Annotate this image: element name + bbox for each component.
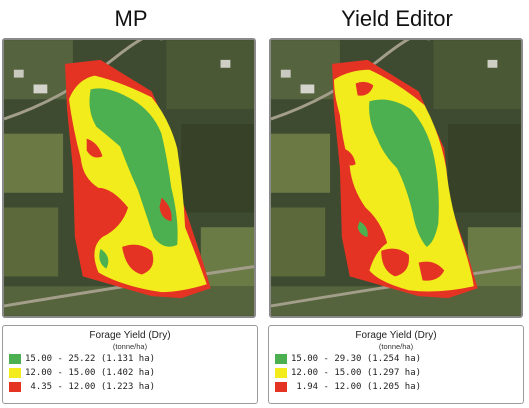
map-canvas-mp	[4, 40, 254, 316]
aerial-field	[4, 286, 254, 316]
legend-swatch-low	[275, 382, 287, 392]
legend-yield-editor: Forage Yield (Dry) (tonne/ha) 15.00 - 29…	[268, 325, 524, 404]
legend-label: 12.00 - 15.00 (1.402 ha)	[25, 368, 156, 378]
legend-entry-medium: 12.00 - 15.00 (1.297 ha)	[275, 367, 421, 379]
map-panel-mp[interactable]	[2, 38, 256, 318]
road	[271, 40, 430, 121]
aerial-field	[271, 286, 521, 316]
aerial-forest	[448, 123, 521, 213]
panel-title-mp: MP	[114, 6, 148, 31]
legend-label: 15.00 - 29.30 (1.254 ha)	[291, 354, 422, 364]
aerial-field	[4, 207, 59, 277]
legend-swatch-low	[9, 382, 21, 392]
legend-mp: Forage Yield (Dry) (tonne/ha) 15.00 - 25…	[2, 325, 258, 404]
legend-label: 15.00 - 25.22 (1.131 ha)	[25, 354, 156, 364]
yield-zone-low	[86, 138, 103, 158]
aerial-field	[166, 40, 254, 110]
building	[300, 84, 315, 94]
legend-label: 1.94 - 12.00 (1.205 ha)	[291, 382, 422, 392]
aerial-field	[271, 133, 331, 193]
legend-swatch-medium	[275, 368, 287, 378]
legend-entry-high: 15.00 - 29.30 (1.254 ha)	[275, 353, 421, 365]
yield-zone-high	[369, 99, 439, 247]
legend-unit: (tonne/ha)	[378, 342, 414, 351]
legend-label: 12.00 - 15.00 (1.297 ha)	[291, 368, 422, 378]
yield-zone-low	[122, 244, 154, 275]
yield-zone-low	[355, 81, 374, 96]
map-panel-yield-editor[interactable]	[269, 38, 523, 318]
yield-zone-high	[99, 248, 109, 269]
aerial-field	[4, 133, 64, 193]
building	[220, 59, 231, 68]
panel-title-yield-editor: Yield Editor	[341, 6, 453, 31]
legend-entry-low: 1.94 - 12.00 (1.205 ha)	[275, 381, 421, 393]
legend-title: Forage Yield (Dry)	[89, 330, 171, 341]
legend-unit: (tonne/ha)	[112, 342, 148, 351]
legend-entry-high: 15.00 - 25.22 (1.131 ha)	[9, 353, 155, 365]
legend-label: 4.35 - 12.00 (1.223 ha)	[25, 382, 156, 392]
yield-zone-low	[418, 261, 445, 281]
road	[4, 40, 163, 121]
yield-zone-low	[74, 187, 95, 229]
aerial-forest	[181, 123, 254, 213]
yield-zone-low	[381, 248, 410, 277]
legend-entry-medium: 12.00 - 15.00 (1.402 ha)	[9, 367, 155, 379]
legend-swatch-high	[275, 354, 287, 364]
map-canvas-yield-editor	[271, 40, 521, 316]
yield-zone-high	[89, 88, 178, 247]
legend-swatch-high	[9, 354, 21, 364]
building	[280, 69, 291, 78]
building	[487, 59, 498, 68]
aerial-field	[271, 207, 326, 277]
legend-title: Forage Yield (Dry)	[355, 330, 437, 341]
yield-zone-high	[357, 221, 368, 238]
legend-swatch-medium	[9, 368, 21, 378]
building	[13, 69, 24, 78]
yield-zone-low	[159, 197, 172, 222]
building	[33, 84, 48, 94]
aerial-field	[433, 40, 521, 110]
legend-entry-low: 4.35 - 12.00 (1.223 ha)	[9, 381, 155, 393]
yield-zone-low	[343, 148, 356, 166]
aerial-field	[200, 227, 254, 287]
aerial-field	[467, 227, 521, 287]
